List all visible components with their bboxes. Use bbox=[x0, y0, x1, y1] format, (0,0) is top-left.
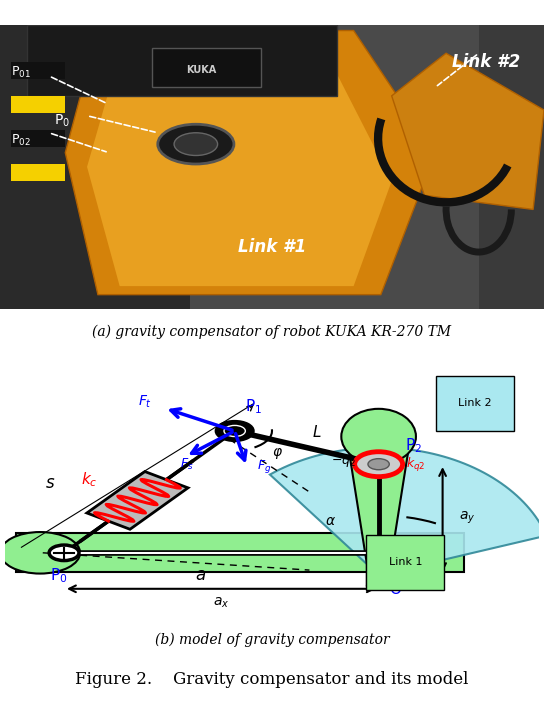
Text: Figure 2.    Gravity compensator and its model: Figure 2. Gravity compensator and its mo… bbox=[75, 671, 469, 688]
Text: Link #2: Link #2 bbox=[452, 53, 520, 72]
Text: $\alpha$: $\alpha$ bbox=[325, 514, 336, 528]
Polygon shape bbox=[0, 25, 190, 309]
Text: $\mathrm{P_{01}}$: $\mathrm{P_{01}}$ bbox=[11, 65, 31, 80]
Text: $\mathrm{P_1}$: $\mathrm{P_1}$ bbox=[245, 398, 262, 416]
Circle shape bbox=[174, 133, 218, 155]
Text: $F_s$: $F_s$ bbox=[181, 457, 194, 471]
Text: $\mathrm{O}$: $\mathrm{O}$ bbox=[390, 581, 403, 597]
Circle shape bbox=[216, 421, 254, 441]
Polygon shape bbox=[11, 62, 65, 79]
Polygon shape bbox=[16, 533, 464, 572]
Circle shape bbox=[369, 570, 388, 580]
Polygon shape bbox=[270, 447, 544, 575]
Text: $\mathrm{P_0}$: $\mathrm{P_0}$ bbox=[54, 112, 70, 129]
Circle shape bbox=[224, 425, 245, 437]
Circle shape bbox=[355, 452, 403, 476]
Text: Link #1: Link #1 bbox=[238, 238, 306, 256]
Text: $F_t$: $F_t$ bbox=[138, 393, 152, 410]
Polygon shape bbox=[479, 25, 544, 309]
Polygon shape bbox=[87, 471, 188, 529]
Text: $a$: $a$ bbox=[195, 567, 206, 584]
Text: $k_c$: $k_c$ bbox=[81, 470, 97, 488]
Polygon shape bbox=[11, 130, 65, 147]
Polygon shape bbox=[349, 453, 408, 586]
Text: (a) gravity compensator of robot KUKA KR-270 TM: (a) gravity compensator of robot KUKA KR… bbox=[92, 324, 452, 339]
Polygon shape bbox=[392, 53, 544, 209]
Text: Link 1: Link 1 bbox=[388, 557, 422, 567]
Circle shape bbox=[49, 545, 79, 561]
Text: $\mathrm{P_0}$: $\mathrm{P_0}$ bbox=[50, 567, 67, 585]
Text: (b) model of gravity compensator: (b) model of gravity compensator bbox=[154, 633, 390, 647]
Polygon shape bbox=[11, 164, 65, 181]
Text: $k_{q2}$: $k_{q2}$ bbox=[406, 457, 426, 474]
Text: KUKA: KUKA bbox=[186, 65, 217, 75]
Text: $s$: $s$ bbox=[45, 474, 55, 492]
Polygon shape bbox=[27, 25, 337, 96]
Text: $\mathrm{P_{02}}$: $\mathrm{P_{02}}$ bbox=[11, 133, 30, 148]
Text: $F_g$: $F_g$ bbox=[257, 458, 272, 475]
Polygon shape bbox=[87, 53, 392, 286]
Text: $-q_2$: $-q_2$ bbox=[331, 455, 356, 469]
Text: $\varphi$: $\varphi$ bbox=[272, 446, 283, 461]
Ellipse shape bbox=[341, 409, 416, 464]
Polygon shape bbox=[11, 96, 65, 113]
Polygon shape bbox=[65, 31, 435, 295]
Text: $\mathrm{P_2}$: $\mathrm{P_2}$ bbox=[405, 437, 422, 455]
Text: $L$: $L$ bbox=[312, 423, 322, 439]
Circle shape bbox=[158, 124, 234, 164]
Text: Link 2: Link 2 bbox=[458, 398, 491, 408]
Bar bbox=[152, 48, 261, 87]
Text: $a_x$: $a_x$ bbox=[213, 596, 230, 610]
Text: $a_y$: $a_y$ bbox=[459, 510, 475, 526]
Circle shape bbox=[368, 459, 390, 470]
Circle shape bbox=[0, 532, 80, 574]
